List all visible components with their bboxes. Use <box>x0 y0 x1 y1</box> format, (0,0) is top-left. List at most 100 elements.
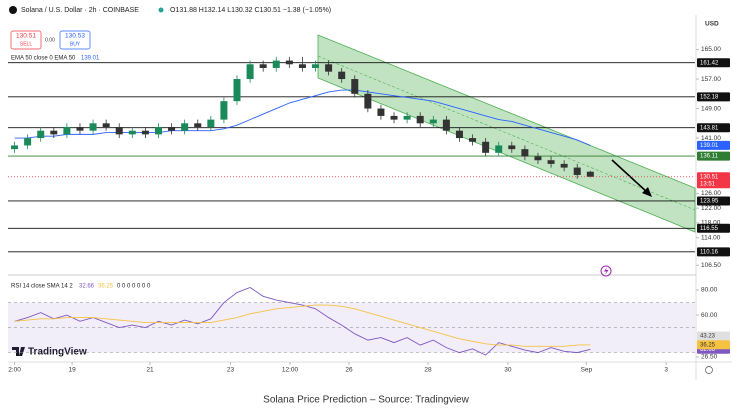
y-tick-label: 26.50 <box>701 354 718 361</box>
candle-body <box>220 101 228 120</box>
candle-body <box>377 108 385 116</box>
level-label: 143.81 <box>700 125 719 131</box>
ema-legend-value: 139.01 <box>81 56 100 62</box>
x-tick-label: 21 <box>146 367 154 374</box>
candle-body <box>495 145 503 153</box>
y-tick-label: 106.50 <box>701 262 721 269</box>
x-tick-label: 26 <box>345 367 353 374</box>
x-tick-label: 2:00 <box>8 367 21 374</box>
y-tick-label: 141.00 <box>701 135 721 142</box>
level-label: 161.42 <box>700 60 719 66</box>
candle-body <box>89 123 97 131</box>
rsi-legend-value: 32.66 <box>79 284 95 290</box>
rsi-level-label: 43.23 <box>700 334 716 340</box>
candle-body <box>115 126 123 135</box>
clock-icon[interactable] <box>705 366 713 374</box>
y-tick-label: 157.00 <box>701 76 721 83</box>
sell-button[interactable] <box>10 30 42 50</box>
x-tick-label: 19 <box>69 367 77 374</box>
sell-price: 130.51 <box>16 33 36 40</box>
x-tick-label: 28 <box>424 367 432 374</box>
ema-line <box>14 89 591 146</box>
rsi-last-label: 36.25 <box>700 342 716 348</box>
symbol-icon <box>9 6 17 14</box>
level-label-box <box>697 92 730 102</box>
x-tick-label: Sep <box>581 367 593 374</box>
y-tick-label: 114.00 <box>701 234 721 241</box>
ohlc: O131.88 H132.14 L130.32 C130.51 −1.38 (−… <box>170 7 331 14</box>
y-tick-label: 165.00 <box>701 46 721 53</box>
rsi-legend: RSI 14 close SMA 14 2 <box>11 284 73 290</box>
x-tick-label: 30 <box>504 367 512 374</box>
candle-body <box>534 156 542 161</box>
rsi-legend-extra: 0 0 0 0 0 0 0 <box>117 284 151 290</box>
countdown: 13:51 <box>700 181 716 187</box>
candle-body <box>11 145 19 150</box>
candle-body <box>508 145 516 150</box>
ema-last-label-box <box>697 140 730 150</box>
candle-body <box>560 163 568 168</box>
level-label: 136.11 <box>700 154 719 160</box>
symbol: Solana / U.S. Dollar · 2h · COINBASE <box>21 7 139 14</box>
logo-mark <box>12 347 25 356</box>
ema-last-label: 139.01 <box>700 143 719 149</box>
event-bolt <box>604 267 609 275</box>
last-price-box <box>697 172 730 189</box>
buy-button[interactable] <box>59 30 91 50</box>
level-label-box <box>697 196 730 206</box>
candle-body <box>233 79 241 102</box>
ema-legend: EMA 50 close 0 EMA 50 <box>11 56 76 62</box>
level-label-box <box>697 58 730 68</box>
y-tick-label: 149.00 <box>701 105 721 112</box>
level-label-box <box>697 223 730 233</box>
candle-body <box>207 119 215 127</box>
candle-body <box>547 160 555 164</box>
candle-body <box>469 138 477 142</box>
candle-body <box>521 149 529 157</box>
rsi-line <box>14 304 591 347</box>
logo: TradingView <box>28 347 87 358</box>
level-label: 123.95 <box>700 199 719 205</box>
candle-body <box>586 171 594 177</box>
rsi-level-label-box <box>697 331 730 341</box>
candle-body <box>285 60 293 65</box>
candle-body <box>298 64 306 68</box>
candle-body <box>338 71 346 80</box>
candle-body <box>403 115 411 120</box>
candle-body <box>325 64 333 72</box>
level-label: 116.55 <box>700 226 719 232</box>
y-tick-label: 122.00 <box>701 205 721 212</box>
level-label-box <box>697 247 730 257</box>
candle-body <box>390 115 398 120</box>
arrow-head <box>642 187 652 197</box>
candle-body <box>482 141 490 153</box>
x-tick-label: 3 <box>664 367 668 374</box>
level-label-box <box>697 151 730 161</box>
y-tick-label: 60.00 <box>701 312 718 319</box>
candle-body <box>351 79 359 94</box>
candle-body <box>442 119 450 131</box>
rsi-last-label-box <box>697 340 730 350</box>
x-tick-label: 23 <box>227 367 235 374</box>
channel-midline <box>317 55 696 211</box>
y-tick-label: 118.00 <box>701 220 721 227</box>
rsi-sma-legend-value: 36.25 <box>98 284 114 290</box>
buy-label: BUY <box>70 41 81 47</box>
candle-body <box>455 130 463 139</box>
trend-channel <box>317 34 696 233</box>
level-label: 152.18 <box>700 94 719 100</box>
caption: Solana Price Prediction – Source: Tradin… <box>263 395 469 406</box>
last-price-label: 130.51 <box>700 174 719 180</box>
candle-body <box>168 126 176 131</box>
x-tick-label: 12:00 <box>282 367 299 374</box>
currency: USD <box>705 21 719 28</box>
buy-price: 130.53 <box>65 33 85 40</box>
candle-body <box>573 167 581 175</box>
candle-body <box>141 130 149 135</box>
candle-body <box>246 64 254 80</box>
candle-body <box>50 130 58 135</box>
sell-label: SELL <box>20 41 32 47</box>
candle-body <box>76 126 84 131</box>
